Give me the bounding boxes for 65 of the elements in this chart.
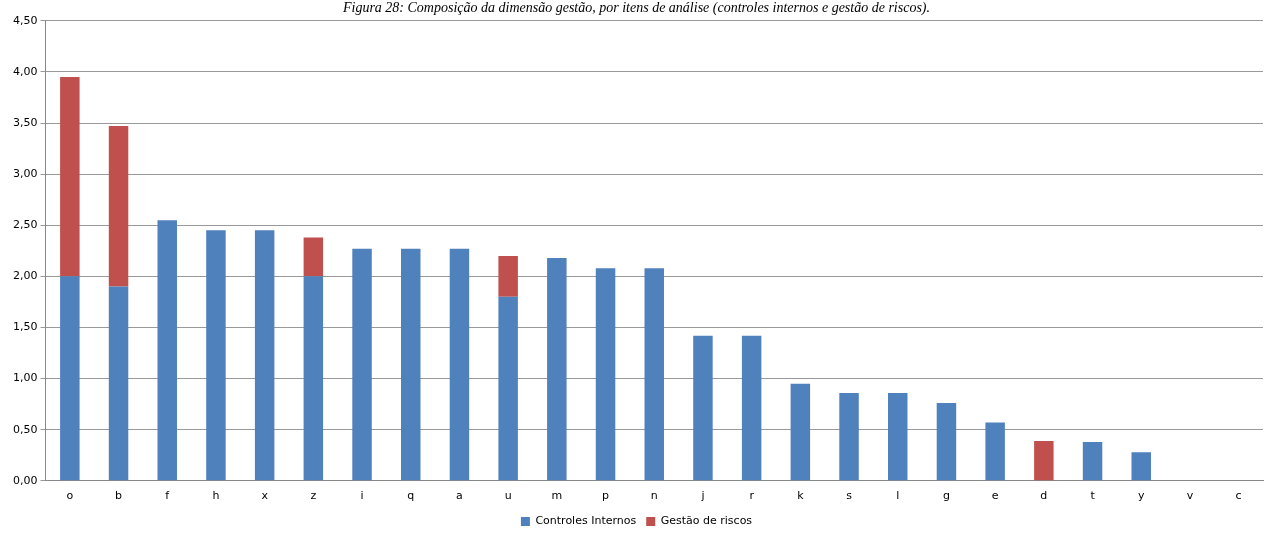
x-tick-label: l bbox=[896, 489, 900, 503]
bar bbox=[888, 392, 908, 481]
x-tick-label: z bbox=[310, 489, 317, 503]
bar bbox=[1034, 440, 1054, 481]
bar bbox=[1131, 452, 1151, 481]
x-tick-label: m bbox=[551, 489, 563, 503]
x-tick-label: u bbox=[504, 489, 512, 503]
y-tick-label: 4,00 bbox=[12, 64, 38, 78]
legend-label: Gestão de riscos bbox=[660, 514, 753, 528]
bar bbox=[644, 268, 664, 481]
legend-label: Controles Internos bbox=[535, 514, 637, 528]
x-tick-label: c bbox=[1235, 489, 1242, 503]
bar bbox=[498, 296, 518, 481]
bar bbox=[303, 276, 324, 481]
x-tick-label: f bbox=[165, 489, 171, 503]
bar bbox=[839, 392, 859, 481]
bar bbox=[108, 126, 129, 287]
y-tick-label: 0,50 bbox=[12, 422, 38, 436]
bar bbox=[693, 335, 713, 481]
bar bbox=[206, 230, 226, 481]
bar bbox=[449, 248, 470, 481]
x-tick-label: e bbox=[991, 489, 999, 503]
x-tick-label: a bbox=[456, 489, 463, 503]
y-tick-label: 0,00 bbox=[12, 473, 38, 487]
bar bbox=[498, 255, 518, 297]
x-tick-label: k bbox=[797, 489, 805, 503]
bar bbox=[741, 335, 762, 481]
x-tick-label: h bbox=[212, 489, 220, 503]
x-tick-label: q bbox=[407, 489, 415, 503]
x-tick-label: y bbox=[1137, 489, 1145, 503]
x-tick-label: o bbox=[66, 489, 74, 503]
x-tick-label: g bbox=[942, 489, 950, 503]
y-tick-label: 1,00 bbox=[12, 371, 38, 385]
bar bbox=[60, 276, 80, 481]
x-tick-label: p bbox=[602, 489, 610, 503]
x-tick-label: x bbox=[261, 489, 269, 503]
bar bbox=[352, 248, 372, 481]
y-tick-label: 4,50 bbox=[12, 13, 38, 27]
y-tick-label: 1,50 bbox=[12, 320, 38, 334]
bar bbox=[936, 403, 957, 481]
x-tick-label: j bbox=[700, 489, 705, 503]
bar bbox=[303, 237, 324, 277]
bar bbox=[985, 422, 1005, 481]
bar bbox=[254, 230, 275, 481]
y-tick-label: 2,00 bbox=[12, 269, 38, 283]
x-tick-label: v bbox=[1186, 489, 1194, 503]
bar bbox=[108, 286, 129, 481]
bar bbox=[595, 268, 616, 481]
bar bbox=[157, 220, 177, 481]
y-tick-label: 3,50 bbox=[12, 115, 38, 129]
chart-title: Figura 28: Composição da dimensão gestão, por itens de análise (controles internos e gestão de riscos). bbox=[341, 0, 931, 17]
y-tick-label: 3,00 bbox=[12, 166, 38, 180]
x-tick-label: n bbox=[650, 489, 658, 503]
x-tick-label: i bbox=[360, 489, 364, 503]
x-tick-label: b bbox=[115, 489, 123, 503]
y-tick-label: 2,50 bbox=[12, 218, 38, 232]
bar bbox=[547, 257, 567, 481]
bar bbox=[1082, 441, 1103, 481]
bar bbox=[60, 77, 80, 277]
x-tick-label: t bbox=[1090, 489, 1096, 503]
bar bbox=[790, 383, 811, 481]
bar bbox=[401, 248, 421, 481]
x-tick-label: d bbox=[1040, 489, 1048, 503]
x-tick-label: s bbox=[846, 489, 853, 503]
x-tick-label: r bbox=[749, 489, 755, 503]
